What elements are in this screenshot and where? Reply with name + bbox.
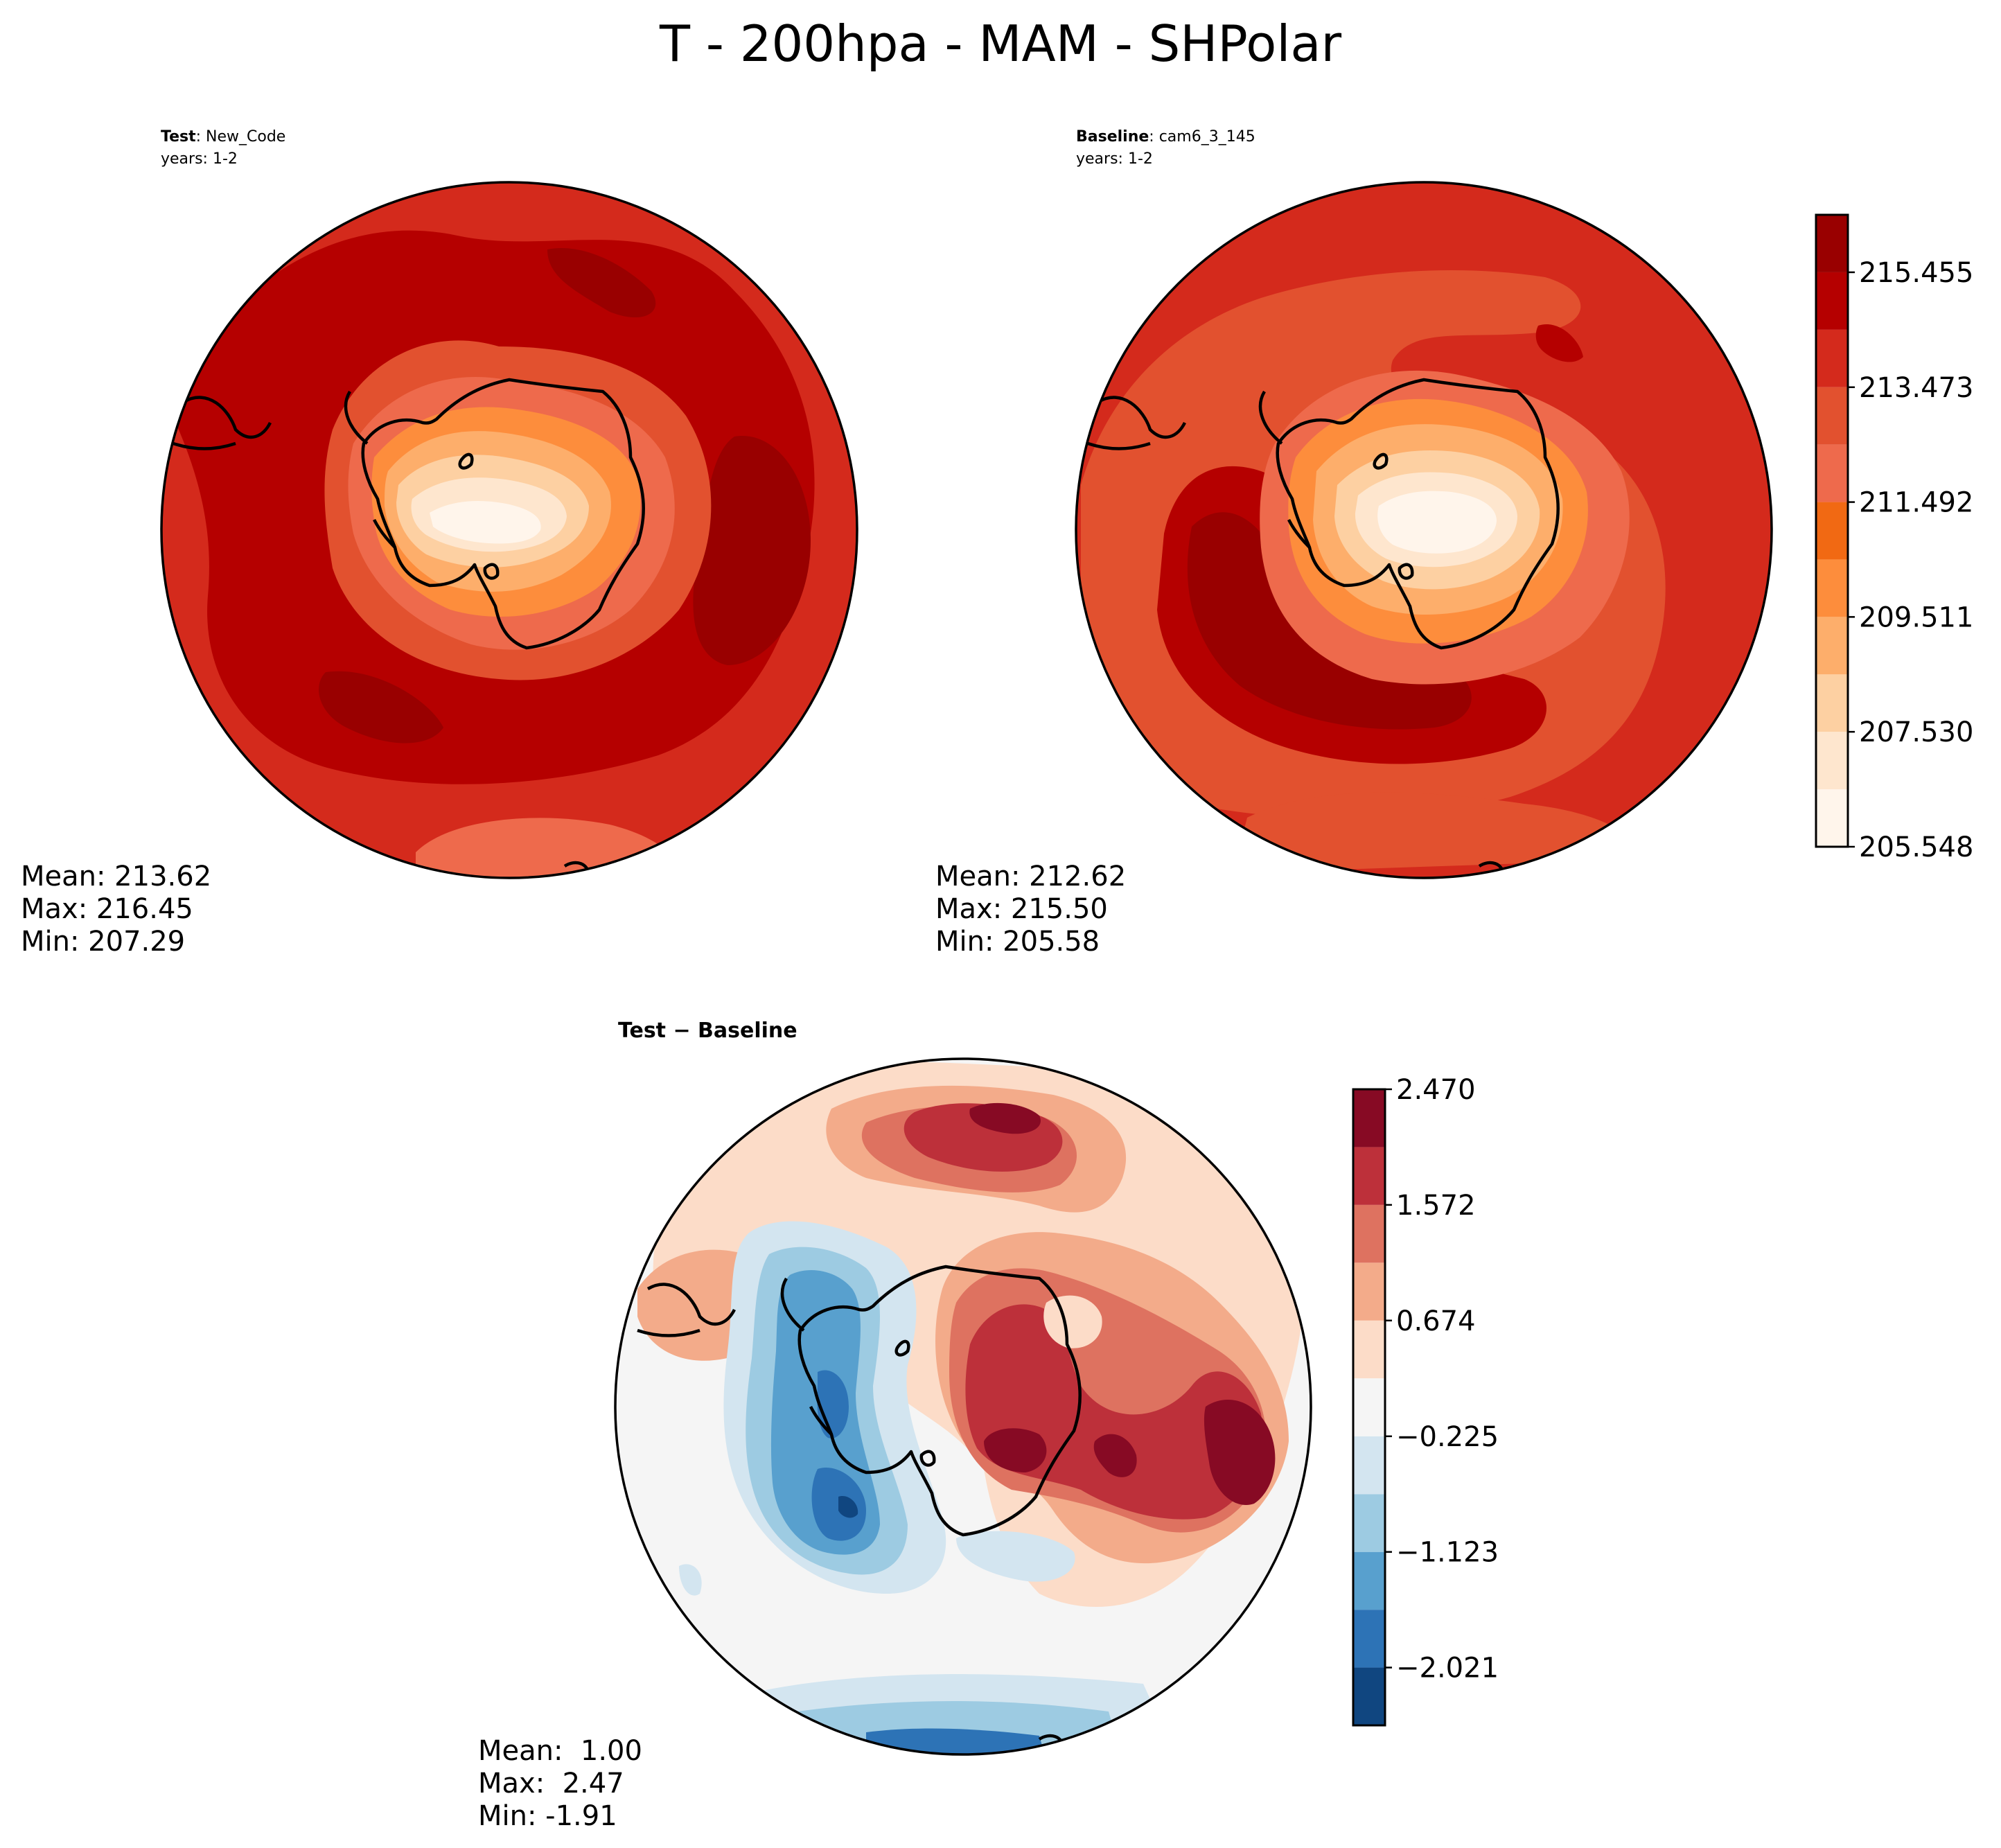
difference-panel: Test − Baseline [478, 1019, 1312, 1832]
absolute-colorbar-swatch [1816, 559, 1848, 617]
difference-colorbar-swatch [1353, 1494, 1385, 1552]
absolute-colorbar-swatch [1816, 732, 1848, 790]
baseline-label-bold: Baseline [1076, 128, 1149, 146]
absolute-colorbar-tick-label: 211.492 [1859, 487, 1973, 519]
difference-colorbar-swatch [1353, 1378, 1385, 1436]
absolute-colorbar-swatch [1816, 387, 1848, 445]
difference-colorbar-swatch [1353, 1667, 1385, 1725]
difference-max: Max: 2.47 [478, 1768, 624, 1799]
difference-colorbar-tick-label: −0.225 [1396, 1421, 1499, 1453]
test-panel: Test: New_Code years: 1-2 Mean: 213.6 [21, 128, 858, 958]
difference-colorbar-tick-label: 2.470 [1396, 1074, 1476, 1106]
difference-map [615, 1059, 1311, 1754]
difference-min: Min: -1.91 [478, 1800, 617, 1832]
test-label-rest: : New_Code [196, 128, 286, 146]
baseline-panel-label: Baseline: cam6_3_145 [1076, 128, 1255, 146]
absolute-colorbar-swatch [1816, 502, 1848, 560]
baseline-max: Max: 215.50 [935, 893, 1108, 925]
difference-colorbar-swatch [1353, 1262, 1385, 1321]
absolute-colorbar-swatch [1816, 272, 1848, 330]
absolute-colorbar-swatch [1816, 617, 1848, 675]
absolute-colorbar-swatch [1816, 444, 1848, 502]
test-max: Max: 216.45 [21, 893, 193, 925]
difference-panel-label: Test − Baseline [618, 1019, 797, 1043]
difference-colorbar-tick-label: −1.123 [1396, 1537, 1499, 1569]
difference-colorbar-tick-label: 0.674 [1396, 1305, 1476, 1337]
baseline-label-rest: : cam6_3_145 [1149, 128, 1255, 146]
difference-colorbar-swatch [1353, 1436, 1385, 1495]
baseline-min: Min: 205.58 [935, 926, 1100, 958]
test-panel-label: Test: New_Code [161, 128, 285, 146]
absolute-colorbar-tick-label: 205.548 [1859, 831, 1973, 863]
difference-map-border [614, 1057, 1312, 1756]
difference-colorbar-swatch [1353, 1147, 1385, 1205]
difference-colorbar-swatch [1353, 1551, 1385, 1610]
test-mean: Mean: 213.62 [21, 861, 211, 892]
absolute-colorbar-tick-label: 209.511 [1859, 601, 1973, 633]
test-label-bold: Test [161, 128, 196, 146]
absolute-colorbar-swatch [1816, 329, 1848, 387]
difference-mean: Mean: 1.00 [478, 1735, 642, 1767]
difference-colorbar-tick-label: −2.021 [1396, 1653, 1499, 1684]
test-years: years: 1-2 [161, 150, 238, 168]
difference-colorbar-swatch [1353, 1320, 1385, 1379]
figure-title: T - 200hpa - MAM - SHPolar [659, 15, 1341, 73]
difference-colorbar-tick-label: 1.572 [1396, 1190, 1476, 1222]
test-map-border [160, 181, 858, 879]
absolute-colorbar-tick-label: 213.473 [1859, 372, 1973, 404]
baseline-map [1076, 182, 1772, 878]
difference-colorbar-frame [1352, 1088, 1386, 1727]
difference-colorbar: −2.021 −1.123 −0.225 0.674 1.572 2.470 [1352, 1074, 1499, 1727]
absolute-colorbar-swatch [1816, 215, 1848, 272]
test-map [161, 182, 857, 878]
absolute-colorbar-swatch [1816, 674, 1848, 732]
test-min: Min: 207.29 [21, 926, 185, 958]
baseline-panel: Baseline: cam6_3_145 years: 1-2 Mean: 21… [935, 128, 1773, 958]
baseline-years: years: 1-2 [1076, 150, 1153, 168]
difference-colorbar-swatch [1353, 1610, 1385, 1668]
absolute-colorbar-frame [1815, 213, 1849, 848]
absolute-colorbar-tick-label: 215.455 [1859, 257, 1973, 289]
baseline-mean: Mean: 212.62 [935, 861, 1126, 892]
absolute-colorbar-swatch [1816, 789, 1848, 847]
baseline-map-border [1075, 181, 1773, 879]
difference-colorbar-swatch [1353, 1204, 1385, 1263]
absolute-colorbar: 205.548 207.530 209.511 211.492 213.473 215.4… [1815, 213, 1973, 863]
absolute-colorbar-tick-label: 207.530 [1859, 716, 1973, 748]
difference-colorbar-swatch [1353, 1089, 1385, 1147]
